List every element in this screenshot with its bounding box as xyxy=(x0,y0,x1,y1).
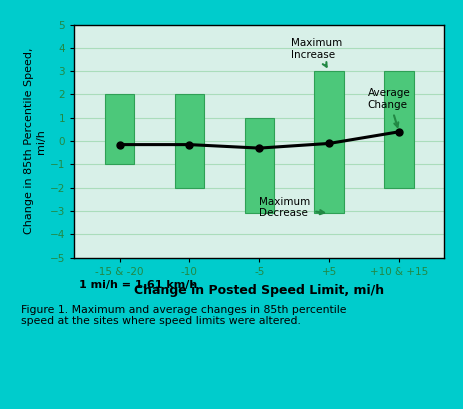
Text: Average
Change: Average Change xyxy=(368,88,410,127)
Bar xyxy=(384,71,414,188)
Text: 1 mi/h = 1.61 km/h: 1 mi/h = 1.61 km/h xyxy=(79,280,197,290)
Bar xyxy=(175,94,204,188)
Text: Maximum
Decrease: Maximum Decrease xyxy=(259,197,324,218)
Text: Maximum
Increase: Maximum Increase xyxy=(291,38,342,67)
Bar xyxy=(314,71,344,213)
Text: Figure 1. Maximum and average changes in 85th percentile
speed at the sites wher: Figure 1. Maximum and average changes in… xyxy=(21,305,346,326)
Y-axis label: Change in 85th Percentile Speed,
mi/h: Change in 85th Percentile Speed, mi/h xyxy=(24,48,45,234)
X-axis label: Change in Posted Speed Limit, mi/h: Change in Posted Speed Limit, mi/h xyxy=(134,284,384,297)
Bar xyxy=(244,118,274,213)
Bar xyxy=(105,94,134,164)
